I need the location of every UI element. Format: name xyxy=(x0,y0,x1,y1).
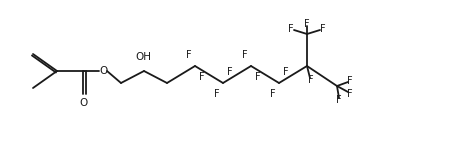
Text: F: F xyxy=(347,89,353,99)
Text: F: F xyxy=(304,19,310,29)
Text: F: F xyxy=(288,24,294,34)
Text: O: O xyxy=(80,98,88,108)
Text: F: F xyxy=(199,72,204,82)
Text: F: F xyxy=(320,24,326,34)
Text: F: F xyxy=(336,95,342,105)
Text: O: O xyxy=(99,66,107,76)
Text: F: F xyxy=(347,76,353,86)
Text: F: F xyxy=(283,67,288,77)
Text: OH: OH xyxy=(135,52,151,62)
Text: F: F xyxy=(308,75,314,85)
Text: F: F xyxy=(186,50,191,60)
Text: F: F xyxy=(255,72,261,82)
Text: F: F xyxy=(242,50,247,60)
Text: F: F xyxy=(213,89,219,99)
Text: F: F xyxy=(270,89,275,99)
Text: F: F xyxy=(227,67,232,77)
